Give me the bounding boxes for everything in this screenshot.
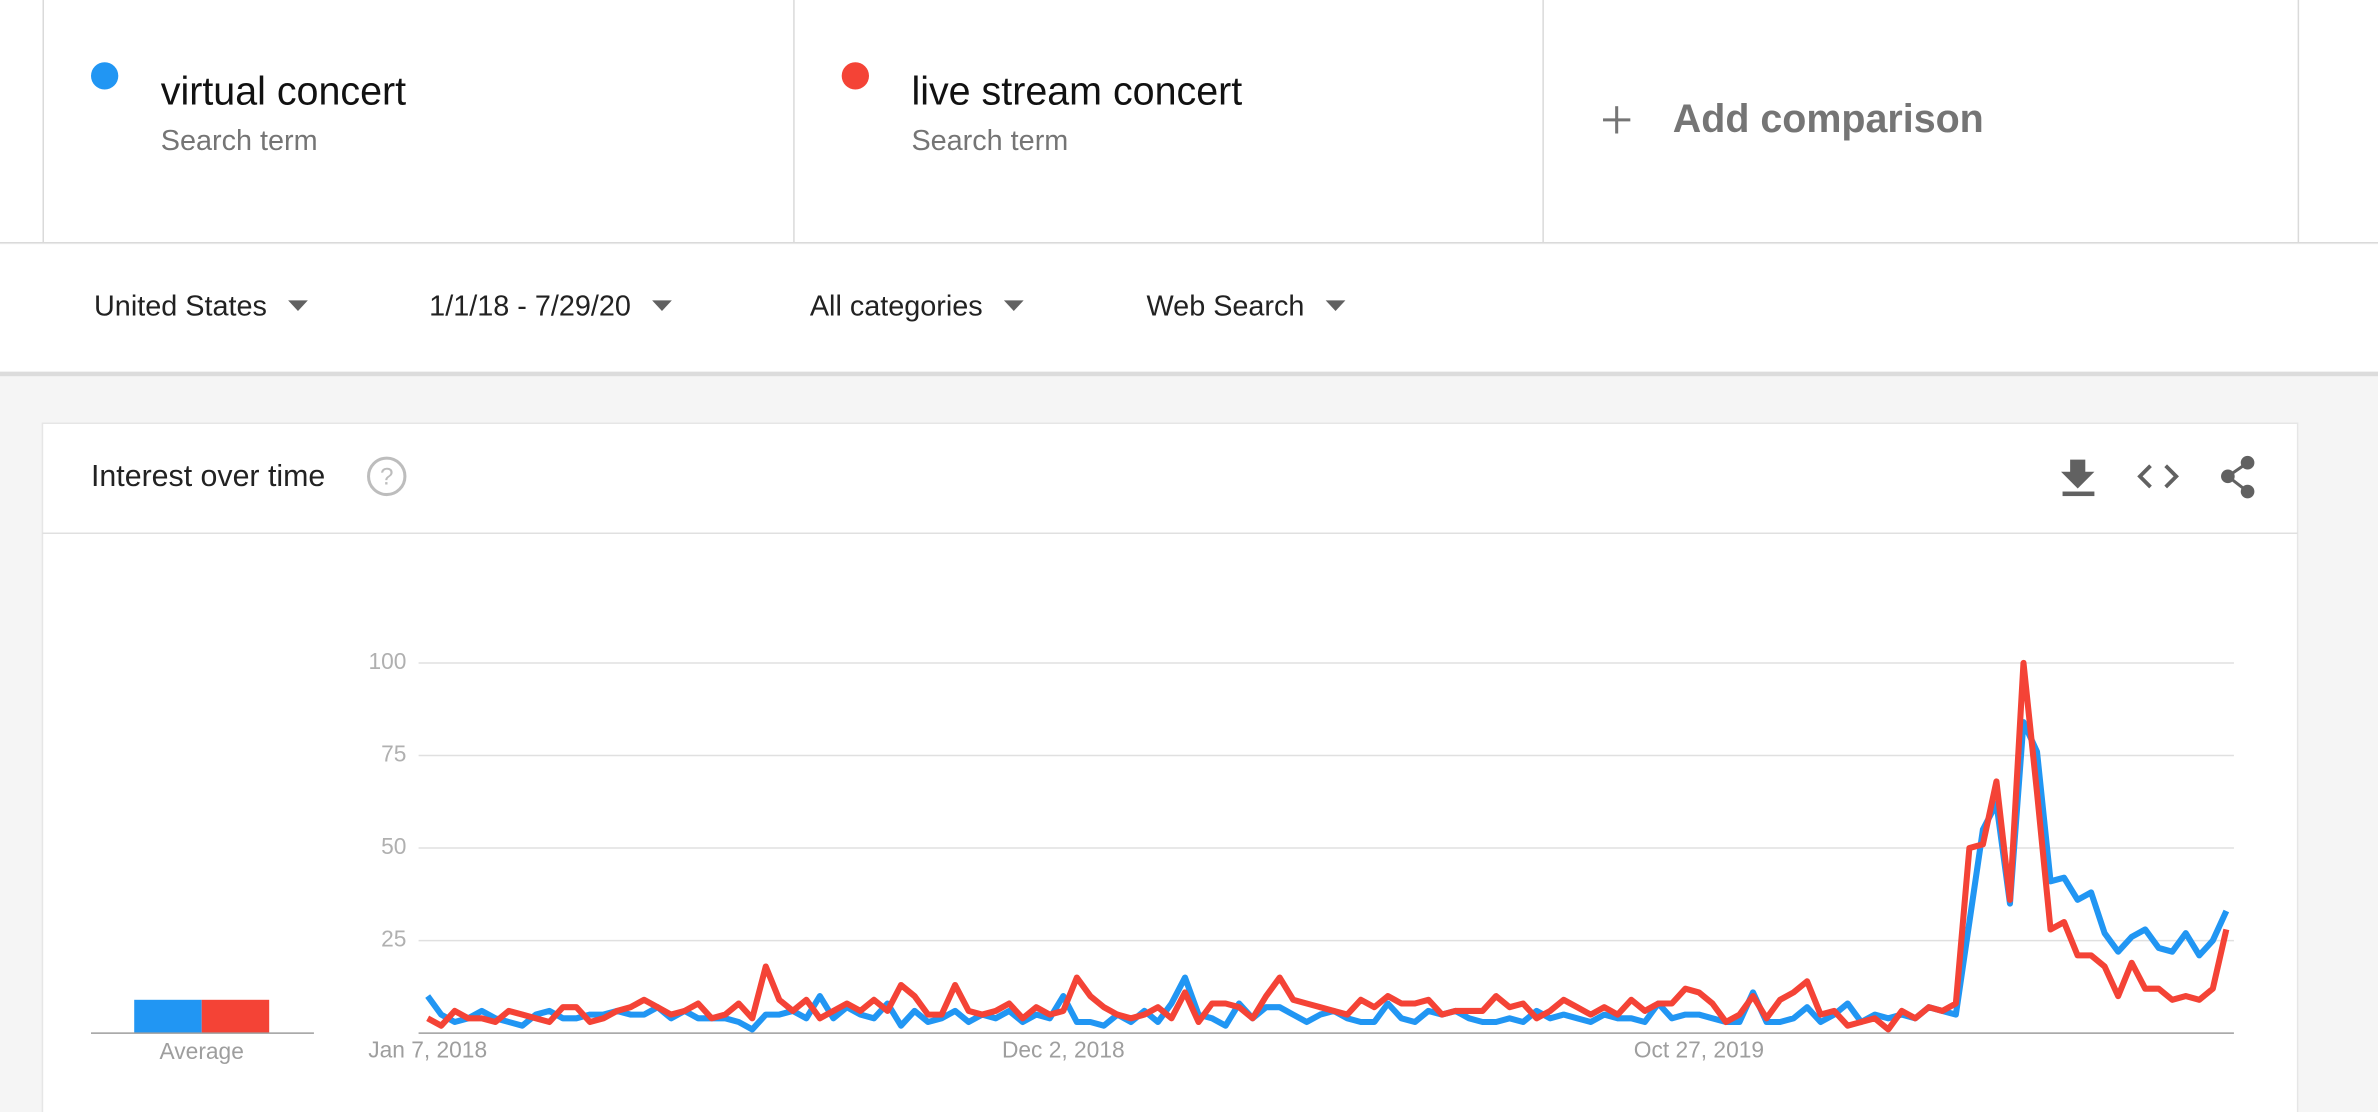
share-node — [2240, 455, 2255, 470]
dropdown-arrow[interactable] — [288, 300, 308, 311]
search-terms: virtual concert Search term live stream co… — [90, 62, 1242, 157]
filter-bar — [0, 244, 2378, 372]
filter-dropdown[interactable]: Web Search — [1147, 291, 1305, 323]
help-icon[interactable] — [367, 456, 407, 497]
y-tick-label: 25 — [381, 926, 406, 952]
term-subtitle: Search term — [911, 125, 1068, 157]
filter-dropdown[interactable]: United States — [94, 291, 267, 323]
trend-line — [426, 659, 2230, 1033]
x-tick-label: Oct 27, 2019 — [1634, 1036, 1764, 1062]
average-label: Average — [160, 1038, 244, 1064]
dropdown-arrow[interactable] — [1003, 300, 1024, 311]
share-node — [2221, 469, 2235, 484]
y-tick-label: 75 — [381, 741, 406, 767]
x-tick-label: Jan 7, 2018 — [368, 1036, 487, 1062]
term-name: live stream concert — [911, 69, 1242, 113]
chart-card — [41, 422, 2299, 1112]
terms-bar — [0, 0, 2378, 243]
download-base — [2062, 491, 2095, 497]
term-name: virtual concert — [161, 69, 406, 113]
share-icon[interactable] — [2221, 455, 2255, 499]
help-icon-glyph[interactable]: ? — [380, 463, 393, 490]
add-comparison[interactable]: Add comparison — [1603, 97, 1984, 141]
term-color-dot — [90, 62, 119, 90]
filters: United States 1/1/18 - 7/29/20 All categor… — [94, 291, 1346, 323]
filter-dropdown[interactable]: 1/1/18 - 7/29/20 — [429, 291, 631, 323]
y-tick-label: 100 — [368, 648, 406, 674]
term-subtitle: Search term — [161, 125, 318, 157]
dropdown-arrow[interactable] — [1325, 300, 1346, 311]
interest-chart: 25 50 75 100 Jan 7, 2018 Dec 2, 2018 Oct 27, 2… — [90, 648, 2234, 1064]
dropdown-arrow[interactable] — [652, 300, 672, 311]
term-color-dot — [841, 62, 870, 90]
average-bar — [134, 999, 202, 1034]
y-tick-label: 50 — [381, 833, 406, 859]
add-comparison-label[interactable]: Add comparison — [1673, 97, 1984, 141]
average-bar — [201, 999, 270, 1034]
share-node — [2240, 484, 2255, 499]
filter-shadow — [0, 371, 2378, 377]
download-arrow — [2061, 459, 2095, 489]
x-tick-label: Dec 2, 2018 — [1002, 1036, 1125, 1062]
panel-title: Interest over time — [91, 460, 325, 493]
filter-dropdown[interactable]: All categories — [810, 291, 983, 323]
download-icon[interactable] — [2061, 459, 2095, 497]
embed-icon[interactable] — [2137, 464, 2179, 489]
